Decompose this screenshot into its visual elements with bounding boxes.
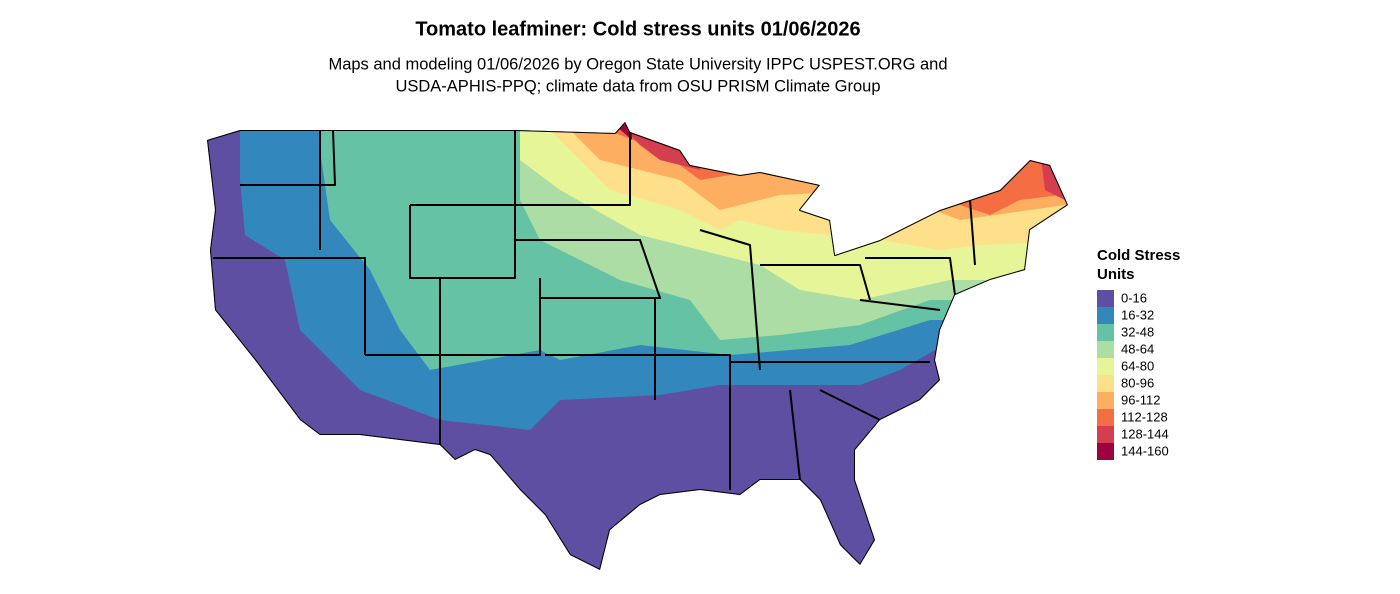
legend-swatch [1097,358,1114,375]
legend-title: Units [1097,266,1135,283]
map-subtitle: Maps and modeling 01/06/2026 by Oregon S… [328,55,947,73]
legend-swatch [1097,290,1114,307]
legend-swatch [1097,341,1114,358]
legend-label: 32-48 [1121,324,1154,339]
legend-swatch [1097,392,1114,409]
legend: 0-16 16-32 32-48 48-64 64-80 80-96 96-112 112-1… [1097,290,1169,460]
map [207,122,1068,570]
legend-label: 48-64 [1121,341,1154,356]
legend-label: 64-80 [1121,358,1154,373]
legend-swatch [1097,307,1114,324]
legend-swatch [1097,375,1114,392]
map-title: Tomato leafminer: Cold stress units 01/0… [415,18,860,40]
legend-swatch [1097,409,1114,426]
legend-label: 80-96 [1121,375,1154,390]
state-borders [213,129,976,490]
map-subtitle: USDA-APHIS-PPQ; climate data from OSU PR… [395,77,880,95]
legend-label: 144-160 [1121,443,1169,458]
legend-swatch [1097,324,1114,341]
legend-title: Cold Stress [1097,247,1180,264]
legend-label: 96-112 [1121,392,1161,407]
legend-label: 16-32 [1121,307,1154,322]
legend-swatch [1097,443,1114,460]
legend-swatch [1097,426,1114,443]
legend-label: 0-16 [1121,290,1147,305]
legend-label: 112-128 [1121,409,1168,424]
legend-label: 128-144 [1121,426,1169,441]
